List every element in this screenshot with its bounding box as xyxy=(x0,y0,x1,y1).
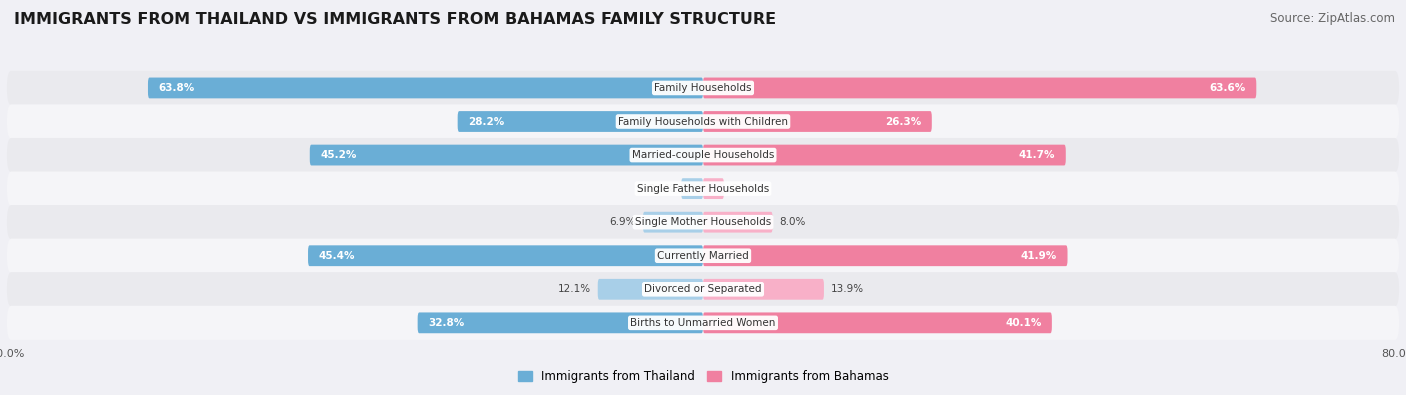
FancyBboxPatch shape xyxy=(703,111,932,132)
FancyBboxPatch shape xyxy=(418,312,703,333)
FancyBboxPatch shape xyxy=(309,145,703,166)
FancyBboxPatch shape xyxy=(703,245,1067,266)
Text: 63.6%: 63.6% xyxy=(1209,83,1246,93)
Text: Source: ZipAtlas.com: Source: ZipAtlas.com xyxy=(1270,12,1395,25)
Text: Single Father Households: Single Father Households xyxy=(637,184,769,194)
Text: 63.8%: 63.8% xyxy=(159,83,194,93)
Text: 41.9%: 41.9% xyxy=(1021,251,1057,261)
FancyBboxPatch shape xyxy=(148,77,703,98)
Text: 45.4%: 45.4% xyxy=(319,251,354,261)
Text: IMMIGRANTS FROM THAILAND VS IMMIGRANTS FROM BAHAMAS FAMILY STRUCTURE: IMMIGRANTS FROM THAILAND VS IMMIGRANTS F… xyxy=(14,12,776,27)
FancyBboxPatch shape xyxy=(643,212,703,233)
FancyBboxPatch shape xyxy=(7,171,1399,206)
FancyBboxPatch shape xyxy=(703,178,724,199)
FancyBboxPatch shape xyxy=(682,178,703,199)
Text: Family Households: Family Households xyxy=(654,83,752,93)
Text: 40.1%: 40.1% xyxy=(1005,318,1042,328)
FancyBboxPatch shape xyxy=(703,279,824,300)
FancyBboxPatch shape xyxy=(703,212,773,233)
Text: 28.2%: 28.2% xyxy=(468,117,505,126)
FancyBboxPatch shape xyxy=(7,239,1399,273)
FancyBboxPatch shape xyxy=(7,306,1399,340)
Text: 2.5%: 2.5% xyxy=(648,184,675,194)
Text: Divorced or Separated: Divorced or Separated xyxy=(644,284,762,294)
Text: 13.9%: 13.9% xyxy=(831,284,865,294)
FancyBboxPatch shape xyxy=(703,77,1257,98)
FancyBboxPatch shape xyxy=(308,245,703,266)
Text: 41.7%: 41.7% xyxy=(1019,150,1056,160)
Text: Married-couple Households: Married-couple Households xyxy=(631,150,775,160)
FancyBboxPatch shape xyxy=(598,279,703,300)
Legend: Immigrants from Thailand, Immigrants from Bahamas: Immigrants from Thailand, Immigrants fro… xyxy=(513,365,893,387)
FancyBboxPatch shape xyxy=(458,111,703,132)
FancyBboxPatch shape xyxy=(7,272,1399,307)
Text: 6.9%: 6.9% xyxy=(610,217,636,227)
FancyBboxPatch shape xyxy=(703,145,1066,166)
Text: 12.1%: 12.1% xyxy=(558,284,591,294)
Text: 26.3%: 26.3% xyxy=(886,117,921,126)
Text: Currently Married: Currently Married xyxy=(657,251,749,261)
Text: Births to Unmarried Women: Births to Unmarried Women xyxy=(630,318,776,328)
FancyBboxPatch shape xyxy=(703,312,1052,333)
Text: Family Households with Children: Family Households with Children xyxy=(619,117,787,126)
Text: 8.0%: 8.0% xyxy=(779,217,806,227)
Text: 32.8%: 32.8% xyxy=(427,318,464,328)
Text: Single Mother Households: Single Mother Households xyxy=(636,217,770,227)
FancyBboxPatch shape xyxy=(7,138,1399,172)
FancyBboxPatch shape xyxy=(7,205,1399,239)
Text: 2.4%: 2.4% xyxy=(731,184,758,194)
FancyBboxPatch shape xyxy=(7,71,1399,105)
FancyBboxPatch shape xyxy=(7,104,1399,139)
Text: 45.2%: 45.2% xyxy=(321,150,357,160)
